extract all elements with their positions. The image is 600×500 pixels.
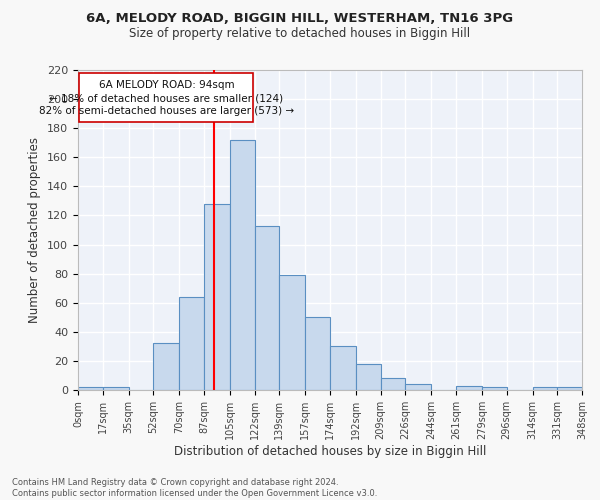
Bar	[456, 386, 482, 390]
Bar	[78, 387, 103, 390]
Bar	[380, 378, 406, 390]
Text: 82% of semi-detached houses are larger (573) →: 82% of semi-detached houses are larger (…	[39, 106, 294, 117]
Bar	[406, 384, 431, 390]
Bar	[356, 364, 380, 390]
Bar	[204, 204, 230, 390]
Bar	[230, 140, 254, 390]
Bar	[280, 275, 305, 390]
Bar	[154, 344, 179, 390]
Bar	[305, 318, 330, 390]
Text: ← 18% of detached houses are smaller (124): ← 18% of detached houses are smaller (12…	[49, 94, 283, 104]
Bar	[179, 297, 204, 390]
Text: 6A MELODY ROAD: 94sqm: 6A MELODY ROAD: 94sqm	[98, 80, 234, 90]
FancyBboxPatch shape	[79, 73, 253, 122]
X-axis label: Distribution of detached houses by size in Biggin Hill: Distribution of detached houses by size …	[174, 444, 486, 458]
Text: Contains HM Land Registry data © Crown copyright and database right 2024.
Contai: Contains HM Land Registry data © Crown c…	[12, 478, 377, 498]
Bar	[482, 387, 506, 390]
Bar	[330, 346, 356, 390]
Text: 6A, MELODY ROAD, BIGGIN HILL, WESTERHAM, TN16 3PG: 6A, MELODY ROAD, BIGGIN HILL, WESTERHAM,…	[86, 12, 514, 26]
Y-axis label: Number of detached properties: Number of detached properties	[28, 137, 41, 323]
Bar	[103, 387, 128, 390]
Bar	[533, 387, 557, 390]
Bar	[254, 226, 280, 390]
Bar	[557, 387, 582, 390]
Text: Size of property relative to detached houses in Biggin Hill: Size of property relative to detached ho…	[130, 28, 470, 40]
